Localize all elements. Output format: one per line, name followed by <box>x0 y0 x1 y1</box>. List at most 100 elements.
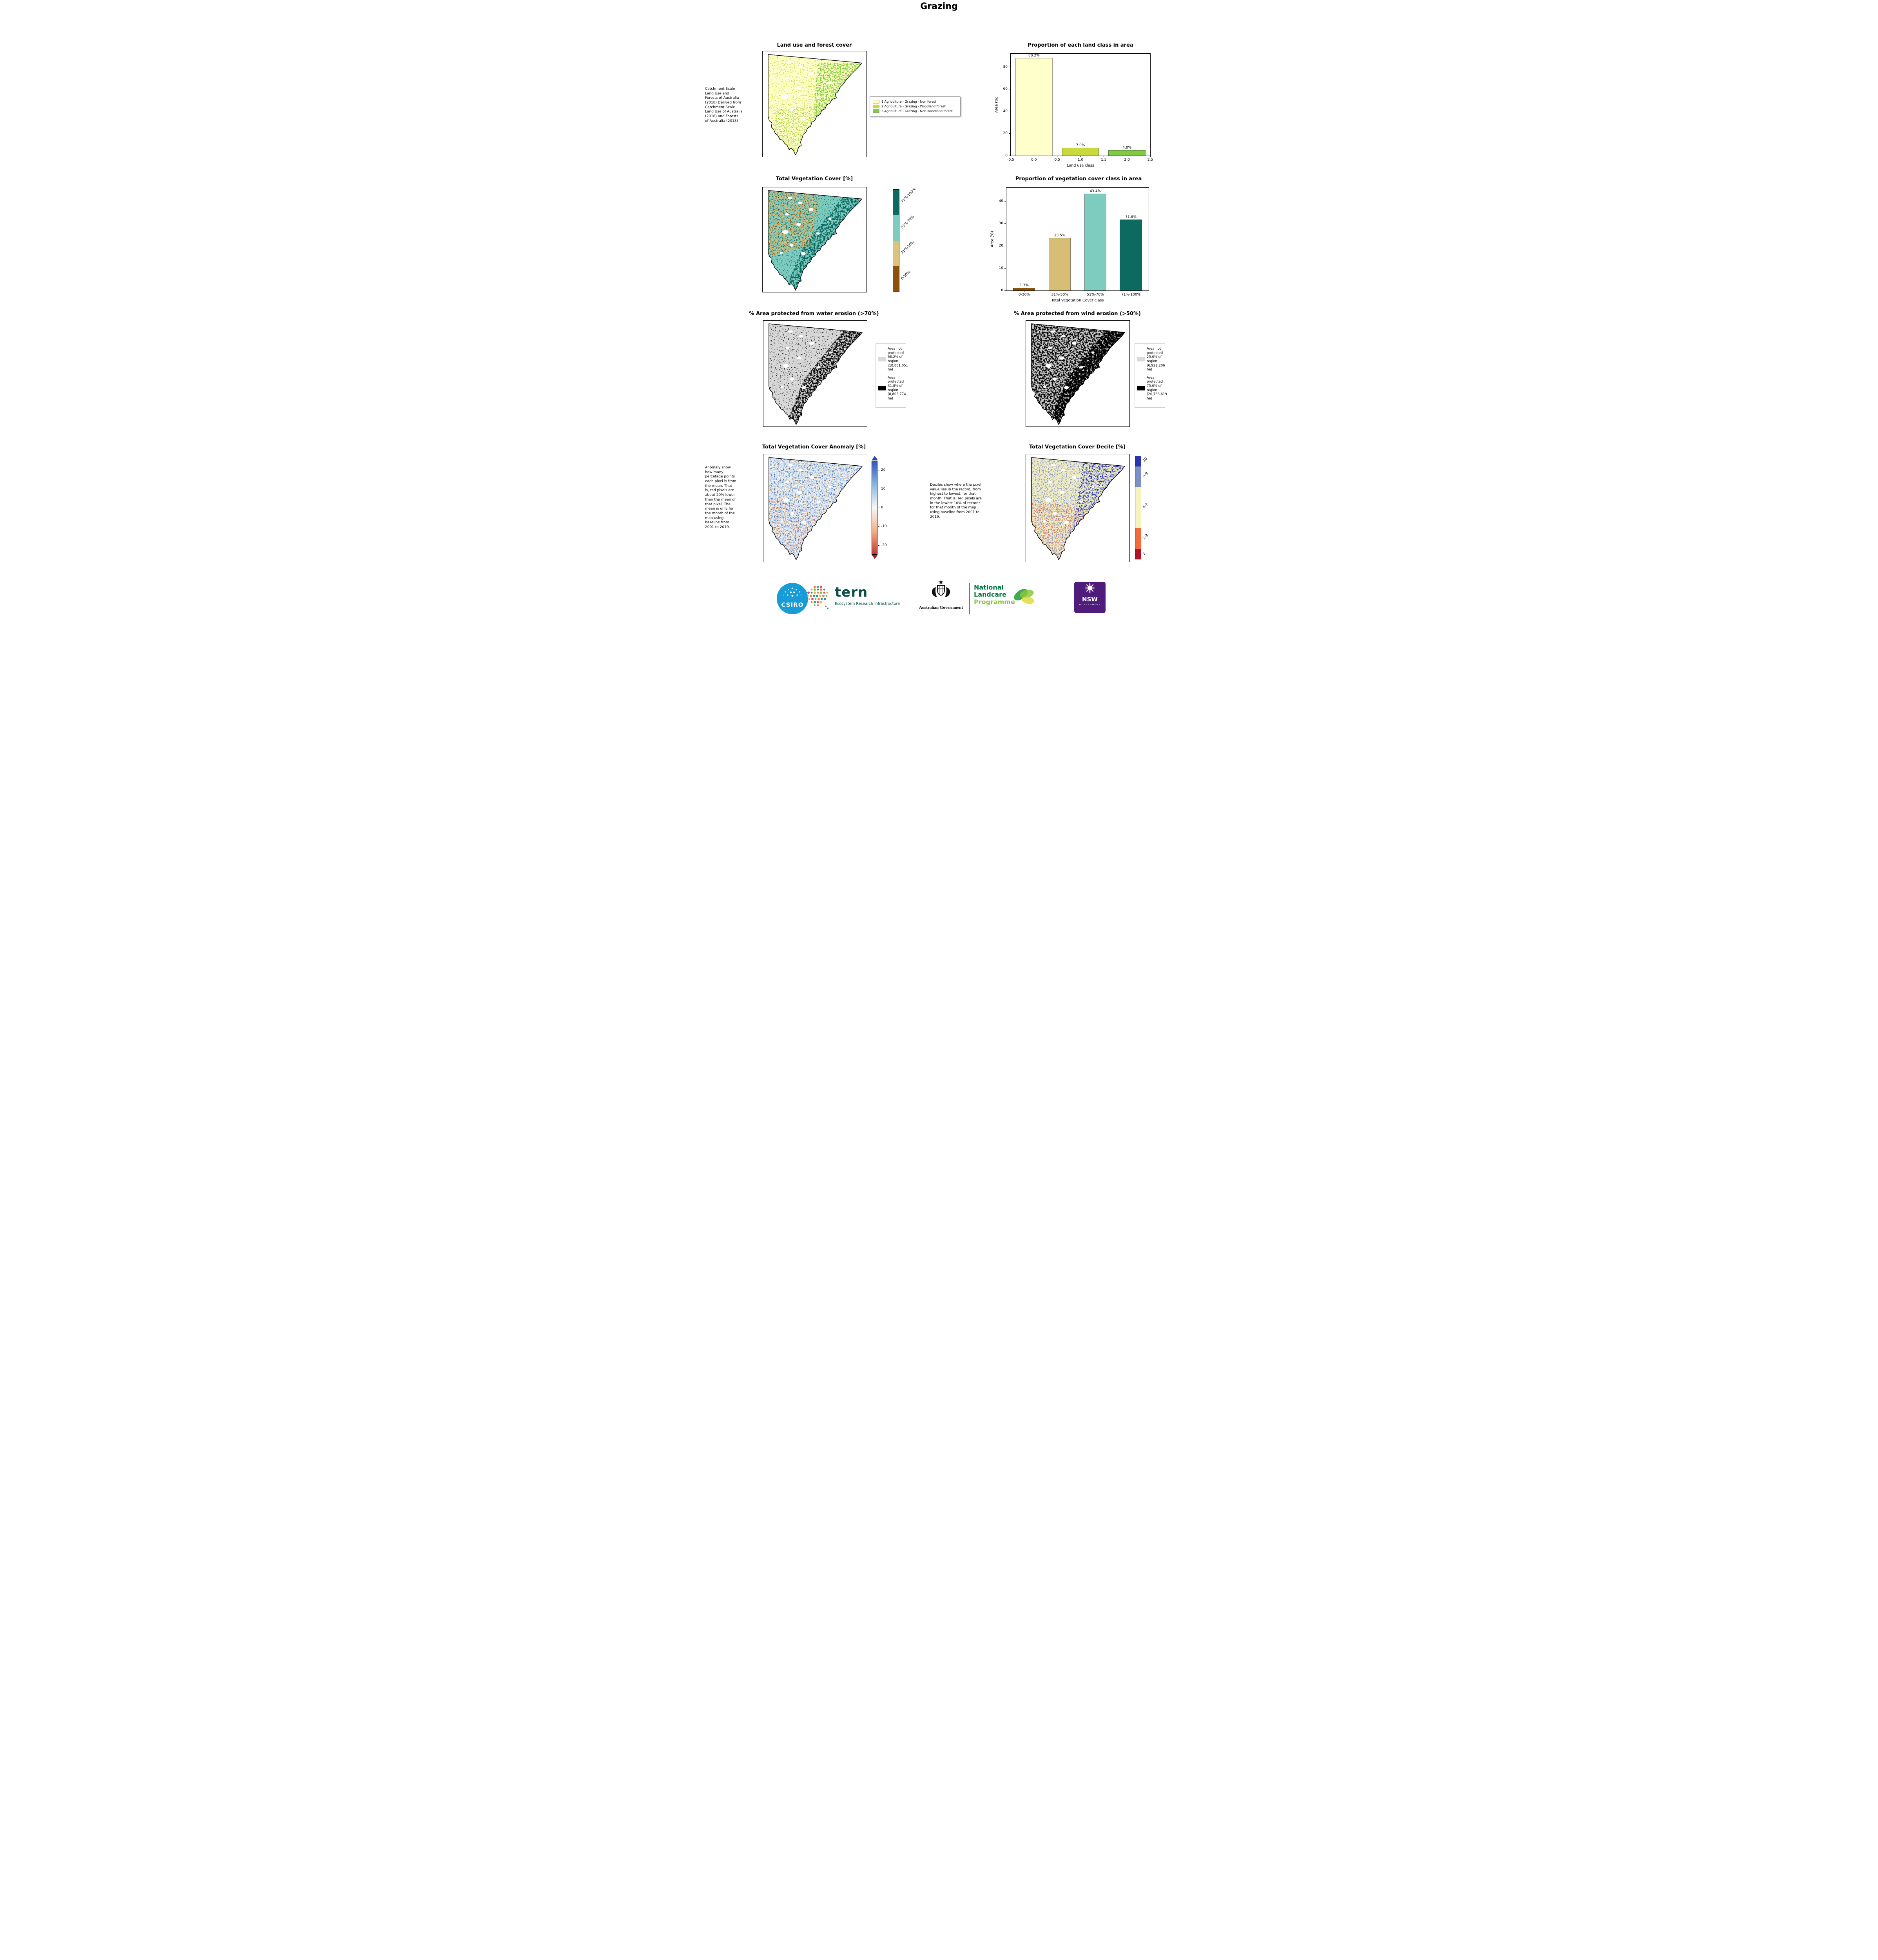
legend-swatch <box>878 357 886 362</box>
wind-erosion-legend: Area not protected 25.0% of region (6,92… <box>1135 343 1167 408</box>
anomaly-colorbar-top-arrow <box>872 456 878 460</box>
legend-label: 1 Agriculture - Grazing - Non forest <box>881 100 937 103</box>
legend-swatch <box>878 386 886 391</box>
y-tick-label: 10 <box>999 266 1003 270</box>
logo-divider <box>969 583 970 614</box>
australian-government-label: Australian Government <box>919 605 963 610</box>
colorbar-tick-label: 4-7 <box>1142 503 1149 510</box>
csiro-label: CSIRO <box>781 601 804 608</box>
veg-cover-colorbar <box>893 189 899 292</box>
veg-class-chart-title: Proportion of vegetation cover class in … <box>1015 176 1142 182</box>
x-tick-label: 71%-100% <box>1121 293 1141 297</box>
national-landcare-logo: National Landcare Programme <box>974 584 1015 606</box>
legend-item: 1 Agriculture - Grazing - Non forest <box>873 100 957 104</box>
colorbar-segment <box>1135 528 1141 549</box>
x-tick-label: 0.0 <box>1031 158 1037 162</box>
page-title: Grazing <box>920 2 958 11</box>
colorbar-tick <box>878 545 879 546</box>
colorbar-tick-label: 2-3 <box>1142 534 1149 541</box>
bar <box>1084 193 1106 290</box>
legend-item: Area not protected 68.2% of region (18,8… <box>878 347 908 372</box>
x-tick-label: 1.0 <box>1077 158 1084 162</box>
land-class-chart: 0 20 40 60 80 88.2% 7.0% 4.8% -0.5 0.0 0.5 1.0 1.5 2.… <box>995 53 1153 168</box>
tern-wordmark: tern <box>835 584 868 600</box>
y-tick-label: 80 <box>1003 65 1008 69</box>
x-tick-label: 2.5 <box>1147 158 1153 162</box>
bar-value-label: 7.0% <box>1076 143 1085 148</box>
x-tick-label: 51%-70% <box>1087 293 1104 297</box>
csiro-logo: CSIRO <box>777 583 808 614</box>
colorbar-tick-label: 0-30% <box>900 270 912 281</box>
colorbar-segment <box>1135 456 1141 467</box>
australian-government-logo: Australian Government <box>915 580 967 610</box>
veg-cover-map <box>762 187 867 292</box>
csiro-circle: CSIRO <box>777 583 808 614</box>
legend-label: 3 Agriculture - Grazing - Non-woodland f… <box>881 109 953 113</box>
water-erosion-map-title: % Area protected from water erosion (>70… <box>749 311 879 317</box>
y-tick-label: 40 <box>1003 109 1008 113</box>
legend-label: Area not protected 68.2% of region (18,8… <box>888 347 908 372</box>
y-tick-label: 0 <box>1001 289 1003 292</box>
x-axis-label: Land use class <box>1067 163 1094 168</box>
colorbar-tick-label: 10 <box>881 487 886 491</box>
legend-label: 2 Agriculture - Grazing - Woodland fores… <box>881 104 946 108</box>
bar-value-label: 23.5% <box>1054 234 1066 238</box>
legend-item: 2 Agriculture - Grazing - Woodland fores… <box>873 105 957 109</box>
legend-label: Area not protected 25.0% of region (6,92… <box>1147 347 1165 372</box>
colorbar-segment <box>1135 487 1141 528</box>
colorbar-tick-label: 71%-100% <box>900 187 917 204</box>
colorbar-tick-label: 10 <box>1142 457 1148 463</box>
decile-map-title: Total Vegetation Cover Decile [%] <box>1029 444 1126 450</box>
colorbar-tick-label: 8-9 <box>1142 472 1149 479</box>
tern-logo: tern Ecosystem Research Infrastructure <box>835 586 900 606</box>
land-use-map-image <box>768 54 862 155</box>
decile-colorbar <box>1135 456 1141 559</box>
land-use-source-note: Catchment Scale Land Use and Forests of … <box>705 87 743 123</box>
colorbar-tick-label: 1 <box>1142 552 1147 556</box>
decile-map-image <box>1031 457 1125 560</box>
coat-of-arms-icon <box>932 580 950 597</box>
legend-label: Area protected 75.0% of region (20,763,6… <box>1147 376 1167 401</box>
bar <box>1013 287 1035 290</box>
y-tick <box>1004 290 1006 291</box>
y-axis-label: Area (%) <box>994 96 999 113</box>
colorbar-segment <box>893 190 899 215</box>
bar <box>1048 238 1071 290</box>
anomaly-map <box>763 454 867 562</box>
bar-value-label: 43.4% <box>1089 189 1101 193</box>
legend-item: 3 Agriculture - Grazing - Non-woodland f… <box>873 109 957 113</box>
bar-value-label: 31.8% <box>1125 215 1137 219</box>
bar-value-label: 4.8% <box>1122 146 1132 150</box>
y-tick <box>1004 223 1006 224</box>
x-tick-label: 0-30% <box>1018 293 1030 297</box>
x-tick-label: 1.5 <box>1101 158 1107 162</box>
bar-value-label: 88.2% <box>1028 53 1040 58</box>
x-tick-label: 0.5 <box>1054 158 1060 162</box>
water-erosion-map-image <box>769 323 863 425</box>
legend-item: Area protected 31.8% of region (8,803,77… <box>878 376 906 401</box>
y-tick-label: 20 <box>1003 131 1008 136</box>
legend-swatch <box>1137 386 1145 391</box>
colorbar-tick-label: 51%-70% <box>900 214 915 230</box>
anomaly-map-image <box>769 457 863 560</box>
land-class-chart-title: Proportion of each land class in area <box>1028 42 1133 48</box>
decile-note: Deciles show where the pixel value lies … <box>930 483 982 519</box>
legend-item: Area protected 75.0% of region (20,763,6… <box>1137 376 1167 401</box>
colorbar-segment <box>893 266 899 292</box>
colorbar-tick-label: 20 <box>881 468 886 472</box>
veg-class-chart: 0 10 20 30 40 1.3% 0-30% 23.5% 31%-50% 43.4% 51%-7… <box>990 187 1149 303</box>
land-use-legend: 1 Agriculture - Grazing - Non forest 2 A… <box>870 96 961 116</box>
y-tick <box>1009 133 1011 134</box>
landcare-word-national: National <box>974 584 1004 591</box>
landcare-word-programme: Programme <box>974 598 1015 606</box>
decile-map <box>1026 454 1130 562</box>
y-tick-label: 60 <box>1003 87 1008 91</box>
bar <box>1120 219 1142 290</box>
colorbar-segment <box>1135 548 1141 559</box>
legend-label: Area protected 31.8% of region (8,803,77… <box>888 376 906 401</box>
y-tick-label: 20 <box>999 244 1003 248</box>
report-page: Grazing Land use and forest cover Catchm… <box>704 0 1174 619</box>
tern-tagline: Ecosystem Research Infrastructure <box>835 602 900 606</box>
colorbar-segment <box>893 241 899 266</box>
nsw-gov-logo: NSW GOVERNMENT <box>1074 582 1106 613</box>
